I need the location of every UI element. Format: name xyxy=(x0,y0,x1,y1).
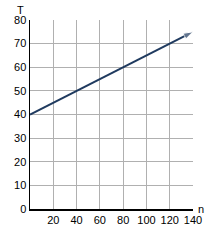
svg-text:100: 100 xyxy=(137,214,155,226)
svg-text:10: 10 xyxy=(14,179,26,191)
svg-text:120: 120 xyxy=(161,214,179,226)
svg-text:60: 60 xyxy=(14,61,26,73)
svg-text:70: 70 xyxy=(14,37,26,49)
svg-text:40: 40 xyxy=(70,214,82,226)
svg-text:80: 80 xyxy=(117,214,129,226)
svg-text:30: 30 xyxy=(14,132,26,144)
svg-text:80: 80 xyxy=(14,14,26,26)
svg-text:140: 140 xyxy=(184,214,202,226)
svg-text:n: n xyxy=(198,203,204,215)
svg-text:0: 0 xyxy=(20,203,26,215)
svg-text:20: 20 xyxy=(47,214,59,226)
svg-text:40: 40 xyxy=(14,108,26,120)
svg-text:20: 20 xyxy=(14,156,26,168)
svg-text:T: T xyxy=(17,4,24,16)
svg-text:50: 50 xyxy=(14,85,26,97)
svg-text:60: 60 xyxy=(94,214,106,226)
